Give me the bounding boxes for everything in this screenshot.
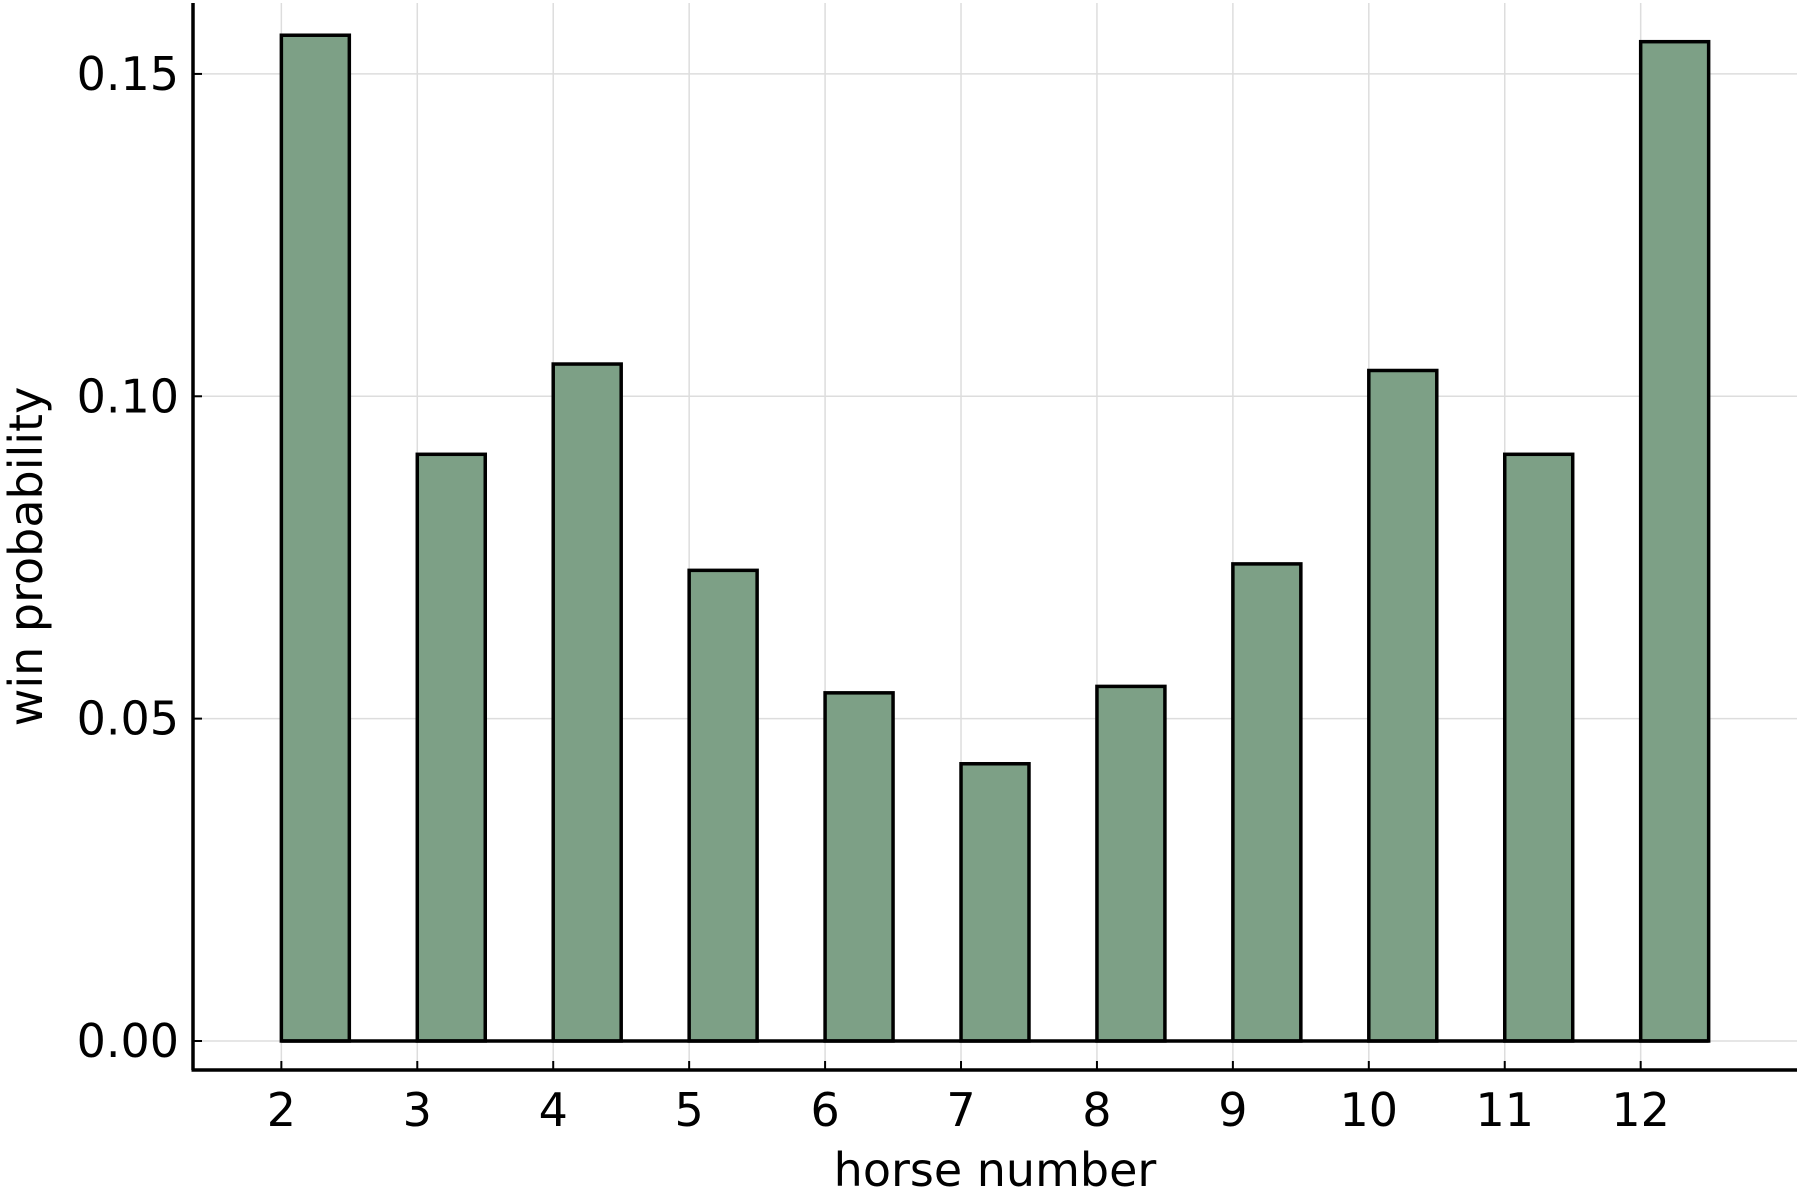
y-tick-label-0.15: 0.15 — [77, 47, 179, 101]
x-tick-label-2: 2 — [267, 1083, 296, 1137]
bar-7 — [959, 762, 1031, 1043]
bar-6 — [823, 691, 895, 1043]
x-tick-label-12: 12 — [1611, 1083, 1670, 1137]
bar-10 — [1367, 368, 1439, 1043]
bar-5 — [687, 568, 759, 1043]
x-tick-label-7: 7 — [946, 1083, 975, 1137]
x-axis-title: horse number — [834, 1143, 1157, 1197]
y-tick-label-0.10: 0.10 — [77, 369, 179, 423]
y-tick-label-0.05: 0.05 — [77, 692, 179, 746]
bar-11 — [1502, 452, 1575, 1043]
bar-2 — [279, 33, 352, 1043]
y-tick-label-0.00: 0.00 — [77, 1014, 179, 1068]
x-tick-label-6: 6 — [810, 1083, 839, 1137]
bar-4 — [551, 362, 623, 1043]
x-tick-label-9: 9 — [1218, 1083, 1247, 1137]
bar-8 — [1095, 684, 1167, 1043]
x-tick-label-10: 10 — [1340, 1083, 1399, 1137]
x-tick-label-5: 5 — [675, 1083, 704, 1137]
bars — [279, 33, 1711, 1043]
x-tick-label-11: 11 — [1475, 1083, 1534, 1137]
x-tick-label-3: 3 — [403, 1083, 432, 1137]
x-tick-label-8: 8 — [1082, 1083, 1111, 1137]
x-tick-label-4: 4 — [539, 1083, 568, 1137]
y-axis-title: win probability — [0, 387, 53, 727]
bar-3 — [415, 452, 488, 1043]
bar-12 — [1638, 39, 1711, 1043]
bar-9 — [1231, 562, 1303, 1043]
axes — [191, 3, 1797, 1072]
y-axis-ticks: 0.00 0.05 0.10 0.15 — [77, 47, 202, 1068]
x-axis-ticks: 2 3 4 5 6 7 8 9 10 11 12 — [267, 1061, 1670, 1137]
